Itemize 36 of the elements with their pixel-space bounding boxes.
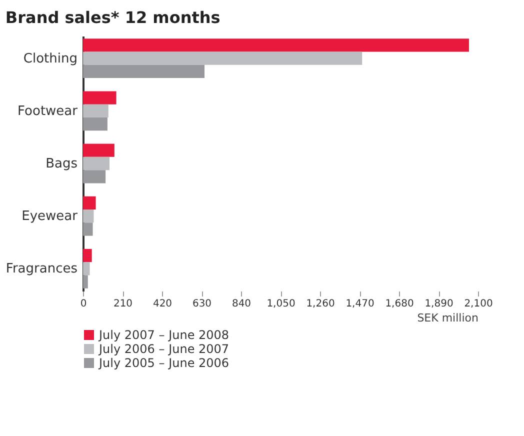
x-tick-label: 1,050 [266, 298, 296, 310]
y-tick-label: Fragrances [6, 262, 78, 277]
chart-title: Brand sales* 12 months [5, 8, 220, 27]
x-axis-title: SEK million [417, 312, 479, 324]
bar [83, 222, 93, 236]
bar [83, 38, 469, 52]
x-tick-label: 1,470 [346, 298, 374, 310]
y-tick-label: Footwear [18, 104, 78, 119]
bar [83, 52, 362, 65]
legend-label: July 2006 – June 2007 [98, 342, 230, 356]
bar [83, 210, 94, 223]
bar [83, 64, 205, 78]
bar [83, 275, 88, 288]
bar [83, 170, 106, 184]
bar [83, 196, 96, 210]
bar [83, 144, 114, 157]
x-tick-label: 1,890 [424, 298, 454, 310]
x-tick-label: 1,260 [306, 298, 335, 310]
legend-label: July 2005 – June 2006 [98, 356, 230, 370]
bar [83, 262, 90, 276]
bar [83, 248, 92, 262]
y-tick-label: Bags [46, 156, 78, 172]
x-tick-label: 210 [113, 298, 133, 310]
bar [83, 117, 108, 131]
x-tick-label: 840 [232, 298, 252, 310]
y-tick-label: Eyewear [22, 209, 78, 224]
y-tick-label: Clothing [23, 51, 78, 66]
x-tick-label: 420 [152, 298, 172, 310]
bar [83, 91, 116, 104]
x-tick-label: 1,680 [385, 298, 414, 310]
bar [83, 156, 110, 170]
legend-label: July 2007 – June 2008 [98, 328, 230, 342]
x-tick-label: 0 [80, 298, 87, 310]
x-tick-label: 2,100 [464, 298, 493, 310]
x-tick-label: 630 [192, 298, 212, 310]
bar [83, 104, 108, 118]
